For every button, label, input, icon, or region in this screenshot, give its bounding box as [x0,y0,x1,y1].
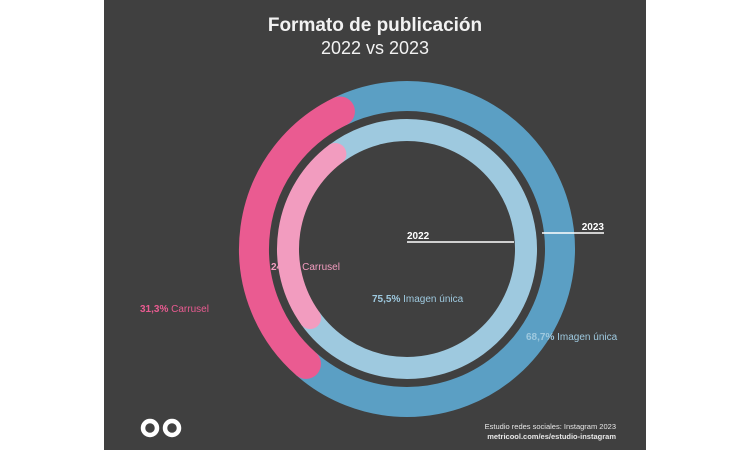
inner-ring-2022 [277,119,537,379]
label-2022-imagen-unica: 75,5% Imagen única [372,294,464,305]
slice-2022-carrusel[interactable] [277,142,347,330]
label-2022-carrusel: 24,6% Carrusel [271,262,340,273]
slice-2023-carrusel[interactable] [239,96,355,379]
label-2023-imagen-unica: 68,7% Imagen única [526,332,618,343]
donut-chart: 2022 2023 24,6% Carrusel 75,5% Imagen ún… [140,81,618,417]
ring-2023-label: 2023 [582,222,605,233]
metricool-logo [140,418,182,438]
source-url[interactable]: metricool.com/es/estudio-instagram [487,432,616,441]
chart-title: Formato de publicación [267,15,483,36]
source-line: Estudio redes sociales: Instagram 2023 [484,422,616,431]
ring-2022-label: 2022 [407,231,430,242]
outer-ring-2023 [239,81,575,417]
slice-2023-imagen-unica[interactable] [296,81,575,417]
label-2023-carrusel: 31,3% Carrusel [140,304,209,315]
source-note: Estudio redes sociales: Instagram 2023 m… [485,422,616,442]
chart-subtitle: 2022 vs 2023 [320,38,430,58]
slice-2022-imagen-unica[interactable] [301,119,537,379]
chart-card: Formato de publicación 2022 vs 2023 2022… [104,0,646,450]
